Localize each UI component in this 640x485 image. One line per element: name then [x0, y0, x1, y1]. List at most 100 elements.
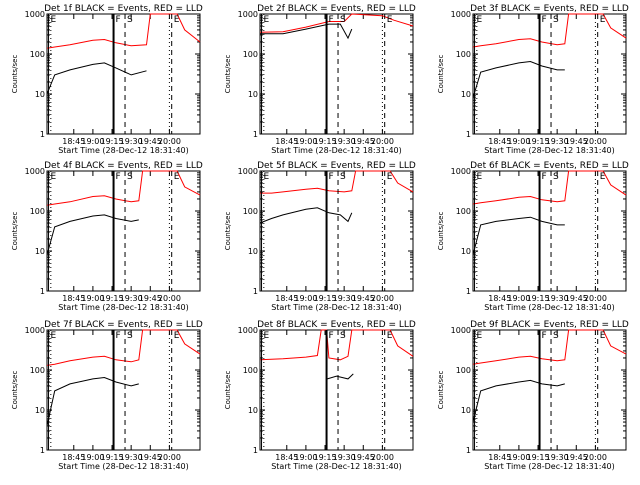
y-axis-label: Counts/sec — [437, 212, 445, 251]
marker-label-f: F — [329, 172, 334, 182]
y-tick-label: 100 — [243, 366, 258, 375]
panel-det-2f: Det 2f BLACK = Events, RED = LLD 1 10 100 10… — [224, 4, 416, 155]
marker-label-f: F — [116, 331, 121, 341]
panel-title: Det 3f BLACK = Events, RED = LLD — [470, 4, 629, 14]
panel-title: Det 1f BLACK = Events, RED = LLD — [44, 4, 203, 14]
marker-label-e: E — [477, 15, 483, 25]
y-tick-label: 1000 — [451, 167, 471, 176]
x-tick-label: 19:30 — [333, 453, 356, 462]
x-tick-label: 18:45 — [62, 294, 85, 303]
x-axis-label: Start Time (28-Dec-12 18:31:40) — [58, 303, 189, 312]
y-tick-label: 1 — [253, 287, 258, 296]
plot-frame — [46, 13, 201, 135]
y-axis-label: Counts/sec — [224, 371, 232, 410]
panel-title: Det 7f BLACK = Events, RED = LLD — [44, 320, 203, 330]
marker-label-f: F — [542, 172, 547, 182]
series-lld — [472, 13, 627, 48]
series-lld — [259, 13, 414, 33]
panel-det-4f: Det 4f BLACK = Events, RED = LLD 1 10 100 10… — [11, 161, 203, 312]
marker-label-e: E — [477, 172, 483, 182]
x-tick-label: 19:30 — [120, 453, 143, 462]
marker-label-s: S — [553, 172, 559, 182]
panel-title: Det 4f BLACK = Events, RED = LLD — [44, 161, 203, 171]
marker-label-s: S — [127, 15, 133, 25]
y-tick-label: 100 — [30, 50, 45, 59]
marker-label-e: E — [264, 172, 270, 182]
y-tick-label: 1 — [466, 287, 471, 296]
y-tick-label: 10 — [35, 90, 45, 99]
y-tick-label: 1000 — [25, 10, 45, 19]
panel-title: Det 5f BLACK = Events, RED = LLD — [257, 161, 416, 171]
series-events — [46, 214, 139, 256]
marker-label-f: F — [329, 331, 334, 341]
panel-title: Det 8f BLACK = Events, RED = LLD — [257, 320, 416, 330]
marker-label-e: E — [264, 15, 270, 25]
y-axis-label: Counts/sec — [224, 212, 232, 251]
x-tick-label: 19:30 — [333, 294, 356, 303]
marker-label-e: E — [264, 331, 270, 341]
panel-det-5f: Det 5f BLACK = Events, RED = LLD 1 10 100 10… — [224, 161, 416, 312]
plot-frame — [259, 329, 414, 451]
y-tick-label: 10 — [461, 247, 471, 256]
series-lld — [472, 170, 627, 205]
marker-label-e: E — [174, 172, 180, 182]
x-tick-label: 19:45 — [565, 294, 588, 303]
marker-label-f: F — [542, 331, 547, 341]
panel-title: Det 6f BLACK = Events, RED = LLD — [470, 161, 629, 171]
x-tick-label: 19:00 — [294, 137, 317, 146]
marker-label-s: S — [127, 172, 133, 182]
y-tick-label: 100 — [243, 50, 258, 59]
y-tick-label: 1 — [40, 446, 45, 455]
x-axis-label: Start Time (28-Dec-12 18:31:40) — [484, 146, 615, 155]
x-tick-label: 20:00 — [158, 453, 181, 462]
panel-det-1f: Det 1f BLACK = Events, RED = LLD 1 10 100 10… — [11, 4, 203, 155]
y-tick-label: 1000 — [238, 10, 258, 19]
x-tick-label: 20:00 — [584, 453, 607, 462]
series-lld — [260, 170, 414, 194]
x-tick-label: 19:15 — [526, 294, 549, 303]
y-axis-label: Counts/sec — [11, 55, 19, 94]
x-tick-label: 19:30 — [333, 137, 356, 146]
plot-frame — [46, 329, 201, 451]
y-tick-label: 10 — [248, 247, 258, 256]
marker-label-s: S — [553, 15, 559, 25]
x-tick-label: 19:45 — [565, 137, 588, 146]
y-tick-label: 100 — [456, 366, 471, 375]
marker-label-f: F — [329, 15, 334, 25]
x-tick-label: 19:45 — [352, 453, 375, 462]
x-tick-label: 19:45 — [352, 294, 375, 303]
x-tick-label: 20:00 — [371, 453, 394, 462]
series-events — [46, 62, 147, 95]
marker-label-e: E — [51, 331, 57, 341]
marker-label-e: E — [600, 15, 606, 25]
x-tick-label: 19:00 — [294, 294, 317, 303]
x-tick-label: 19:30 — [120, 137, 143, 146]
y-tick-label: 100 — [243, 207, 258, 216]
x-tick-label: 19:00 — [81, 294, 104, 303]
x-tick-label: 20:00 — [158, 294, 181, 303]
panel-det-3f: Det 3f BLACK = Events, RED = LLD 1 10 100 10… — [437, 4, 629, 155]
x-tick-label: 19:45 — [139, 294, 162, 303]
panel-det-9f: Det 9f BLACK = Events, RED = LLD 1 10 100 10… — [437, 320, 629, 471]
x-tick-label: 19:45 — [139, 453, 162, 462]
marker-label-e: E — [600, 172, 606, 182]
x-tick-label: 18:45 — [275, 137, 298, 146]
marker-label-s: S — [340, 172, 346, 182]
panel-det-7f: Det 7f BLACK = Events, RED = LLD 1 10 100 10… — [11, 320, 203, 471]
y-tick-label: 1 — [40, 287, 45, 296]
series-lld — [472, 329, 627, 365]
y-tick-label: 100 — [456, 207, 471, 216]
series-events — [472, 216, 565, 256]
x-axis-label: Start Time (28-Dec-12 18:31:40) — [58, 146, 189, 155]
x-tick-label: 19:15 — [526, 453, 549, 462]
panel-title: Det 9f BLACK = Events, RED = LLD — [470, 320, 629, 330]
plot-frame — [472, 329, 627, 451]
x-tick-label: 19:45 — [352, 137, 375, 146]
x-tick-label: 18:45 — [62, 453, 85, 462]
y-tick-label: 1000 — [25, 167, 45, 176]
series-events — [259, 207, 353, 224]
x-tick-label: 19:15 — [526, 137, 549, 146]
x-tick-label: 19:45 — [565, 453, 588, 462]
